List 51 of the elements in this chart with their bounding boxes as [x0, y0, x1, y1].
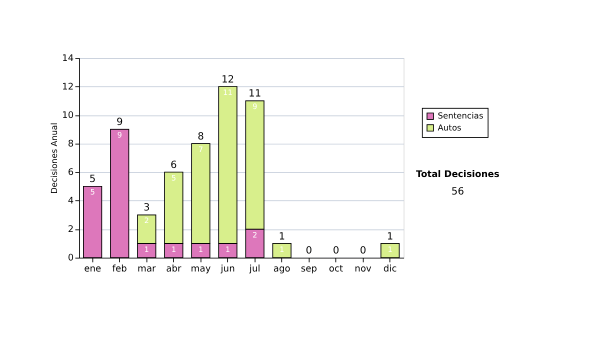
data-label: 1	[171, 244, 176, 254]
x-tick-label: jun	[220, 264, 236, 274]
x-tick-label: dic	[383, 264, 397, 274]
x-tick-label: ene	[84, 264, 102, 274]
x-tick-label: abr	[166, 264, 182, 274]
y-tick-label: 0	[68, 254, 74, 264]
y-tick-label: 10	[62, 110, 74, 121]
data-label: 5	[171, 173, 176, 182]
data-label: 9	[117, 130, 122, 140]
total-label: 6	[170, 160, 177, 171]
data-label: 7	[198, 144, 204, 154]
total-label: 12	[221, 74, 234, 86]
y-axis-title: Decisiones Anual	[49, 122, 60, 194]
y-tick-label: 6	[68, 168, 74, 178]
total-label: 0	[306, 246, 312, 257]
total-label: 5	[89, 174, 96, 186]
data-label: 2	[252, 230, 258, 240]
total-label: 3	[144, 202, 150, 214]
y-tick-label: 4	[68, 196, 74, 207]
x-tick-label: feb	[112, 264, 128, 274]
x-tick-label: sep	[300, 264, 318, 274]
data-label: 2	[144, 216, 150, 226]
data-label: 1	[225, 244, 230, 254]
data-label: 11	[223, 88, 233, 97]
total-label: 0	[332, 246, 340, 257]
data-label: 9	[252, 102, 258, 112]
x-tick-label: ago	[273, 264, 291, 274]
y-tick-label: 12	[62, 82, 74, 92]
data-label: 5	[90, 188, 96, 197]
text: Total Decisiones	[416, 170, 500, 180]
total-label: 0	[360, 246, 366, 257]
text: 56	[451, 186, 464, 198]
data-label: 1	[280, 244, 285, 254]
total-label: 1	[278, 231, 286, 242]
total-label: 8	[198, 131, 204, 142]
total-label: 11	[248, 88, 262, 100]
data-label: 1	[198, 244, 204, 254]
x-tick-label: jul	[248, 264, 260, 274]
x-tick-label: may	[190, 264, 212, 274]
x-tick-label: oct	[328, 264, 344, 274]
y-tick-label: 14	[62, 54, 74, 64]
y-tick-label: 8	[68, 139, 74, 150]
data-label: 1	[388, 244, 393, 254]
legend-label: Autos	[438, 122, 462, 132]
total-label: 1	[386, 231, 394, 242]
total-label: 9	[116, 117, 123, 128]
x-tick-label: mar	[138, 264, 156, 274]
x-tick-label: nov	[354, 264, 372, 274]
legend-label: Sentencias	[438, 110, 484, 121]
y-tick-label: 2	[68, 225, 74, 236]
data-label: 1	[144, 244, 150, 254]
